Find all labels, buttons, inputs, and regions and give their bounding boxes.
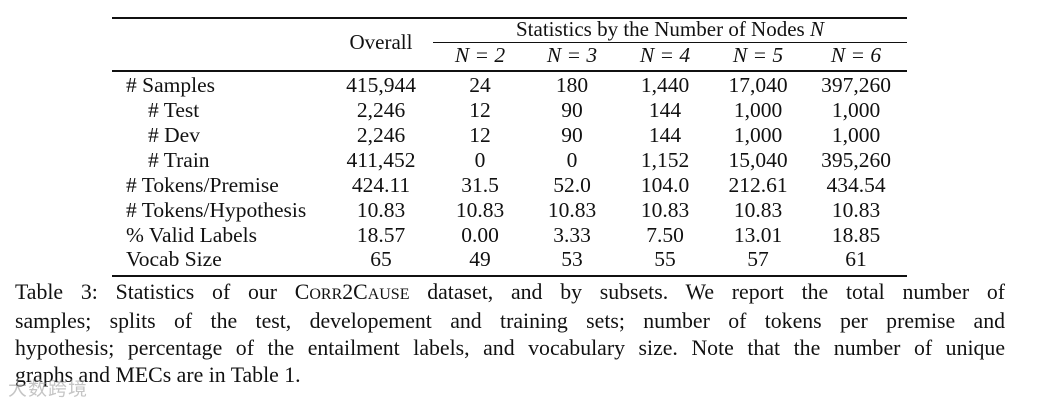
- table-cell: 144: [648, 98, 682, 122]
- table-cell: 411,452: [346, 148, 416, 172]
- table-cell: 65: [370, 247, 392, 271]
- table-cell: 53: [561, 247, 583, 271]
- caption-line-4: graphs and MECs are in Table 1.: [15, 363, 301, 387]
- table-cell: 434.54: [826, 173, 886, 197]
- group-header: Statistics by the Number of Nodes N: [516, 17, 824, 41]
- table-cell: 2,246: [356, 98, 406, 122]
- table-cell: 1,152: [640, 148, 690, 172]
- table-cell: 212.61: [728, 173, 788, 197]
- table-cell: 55: [654, 247, 676, 271]
- table-cell: 104.0: [640, 173, 690, 197]
- table-cell: 10.83: [733, 198, 783, 222]
- table-bottom-rule: [112, 275, 907, 277]
- table-cell: 1,000: [831, 123, 881, 147]
- table-cell: 1,000: [733, 123, 783, 147]
- caption-line-3: hypothesis; percentage of the entailment…: [15, 336, 1005, 360]
- table-cell: 397,260: [821, 73, 891, 97]
- table-cell: 31.5: [461, 173, 499, 197]
- table-cell: 2,246: [356, 123, 406, 147]
- table-cell: 180: [555, 73, 589, 97]
- table-cell: 0.00: [461, 223, 499, 247]
- table-cell: 12: [469, 98, 491, 122]
- table-cell: 1,440: [640, 73, 690, 97]
- table-cell: 24: [469, 73, 491, 97]
- row-label: # Samples: [126, 73, 215, 97]
- table-cell: 0: [566, 148, 578, 172]
- table-cell: 18.57: [356, 223, 406, 247]
- caption-line-2: samples; splits of the test, developemen…: [15, 309, 1005, 333]
- table-cell: 424.11: [351, 173, 411, 197]
- table-cell: 415,944: [346, 73, 416, 97]
- table-top-rule: [112, 17, 907, 19]
- table-caption: Table 3: Statistics of our CORR2CAUSE da…: [15, 279, 1005, 389]
- dataset-name: CORR2CAUSE: [294, 280, 410, 304]
- overall-header: Overall: [349, 30, 413, 54]
- watermark-logo: 大数跨境: [8, 378, 89, 400]
- subcolumn-header: N = 5: [732, 43, 784, 67]
- table-header-rule: [112, 70, 907, 72]
- subcolumn-header: N = 2: [454, 43, 506, 67]
- row-label: # Test: [148, 98, 200, 122]
- table-cell: 395,260: [821, 148, 891, 172]
- subcolumn-header: N = 4: [639, 43, 691, 67]
- table-cell: 0: [474, 148, 486, 172]
- subcolumn-header: N = 3: [546, 43, 598, 67]
- table-cell: 15,040: [728, 148, 788, 172]
- table-cell: 1,000: [733, 98, 783, 122]
- table-cell: 7.50: [646, 223, 684, 247]
- table-cell: 90: [561, 98, 583, 122]
- table-cell: 3.33: [553, 223, 591, 247]
- table-cell: 90: [561, 123, 583, 147]
- table-cell: 57: [747, 247, 769, 271]
- table-cell: 10.83: [455, 198, 505, 222]
- caption-line-1: Table 3: Statistics of our CORR2CAUSE da…: [15, 280, 1005, 304]
- row-label: % Valid Labels: [126, 223, 257, 247]
- subcolumn-header: N = 6: [830, 43, 882, 67]
- row-label: # Tokens/Hypothesis: [126, 198, 307, 222]
- row-label: # Dev: [148, 123, 200, 147]
- table-cell: 61: [845, 247, 867, 271]
- row-label: Vocab Size: [126, 247, 222, 271]
- table-cell: 144: [648, 123, 682, 147]
- table-cell: 10.83: [547, 198, 597, 222]
- table-cell: 17,040: [728, 73, 788, 97]
- row-label: # Train: [148, 148, 210, 172]
- table-cell: 12: [469, 123, 491, 147]
- table-cell: 1,000: [831, 98, 881, 122]
- table-cell: 49: [469, 247, 491, 271]
- table-group-rule: [433, 42, 907, 44]
- table-cell: 10.83: [356, 198, 406, 222]
- row-label: # Tokens/Premise: [126, 173, 279, 197]
- table-cell: 10.83: [831, 198, 881, 222]
- table-cell: 18.85: [831, 223, 881, 247]
- table-cell: 52.0: [553, 173, 591, 197]
- table-cell: 13.01: [733, 223, 783, 247]
- table-cell: 10.83: [640, 198, 690, 222]
